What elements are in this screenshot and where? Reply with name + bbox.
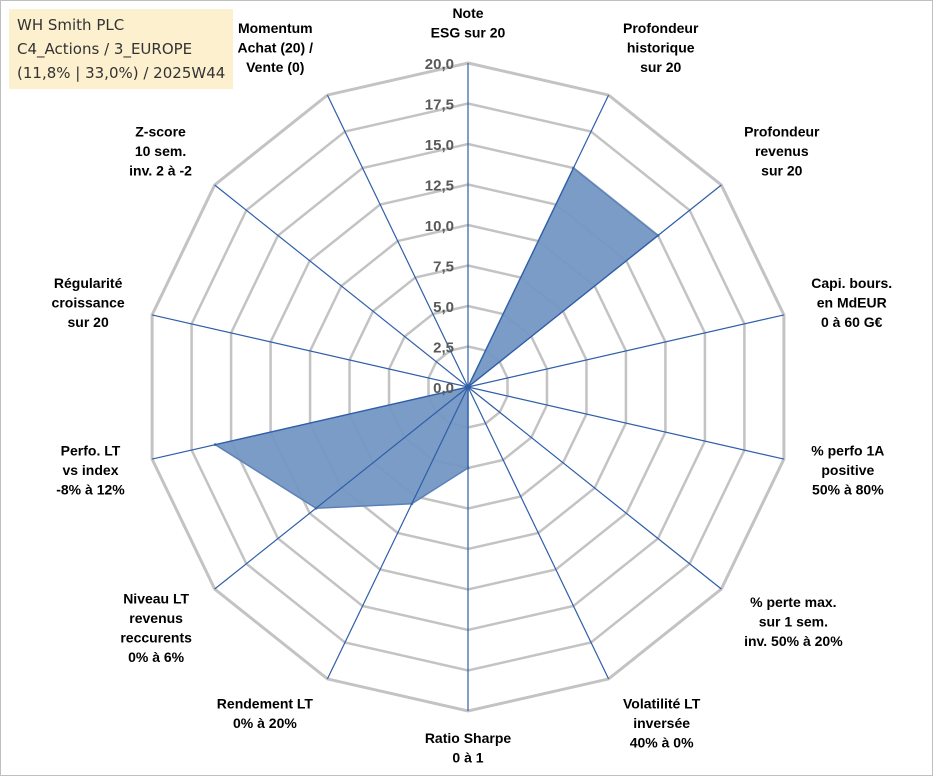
axis-spoke <box>467 386 785 460</box>
axis-spoke <box>467 314 785 388</box>
category-label: vs index <box>62 462 118 478</box>
portfolio-category: C4_Actions / 3_EUROPE <box>17 40 193 58</box>
category-label: Rendement LT <box>217 696 314 712</box>
axis-spoke <box>467 184 722 388</box>
category-label: revenus <box>129 610 183 626</box>
category-label: Niveau LT <box>123 590 189 606</box>
category-label: Profondeur <box>744 124 820 140</box>
axis-spoke <box>467 386 610 680</box>
category-label: 50% à 80% <box>812 482 884 498</box>
category-label: croissance <box>52 294 125 310</box>
axis-tick-label: 5,0 <box>433 299 454 316</box>
axis-spoke <box>467 94 610 388</box>
axis-tick-label: 0,0 <box>433 380 454 397</box>
category-label: Note <box>452 5 483 21</box>
category-label: en MdEUR <box>817 294 887 310</box>
axis-spoke <box>326 94 469 388</box>
axis-spoke <box>214 184 469 388</box>
category-label: -8% à 12% <box>56 482 125 498</box>
category-label: Ratio Sharpe <box>425 730 512 746</box>
axis-spoke <box>326 386 469 680</box>
axis-tick-label: 10,0 <box>425 218 454 235</box>
score-period: (11,8% | 33,0%) / 2025W44 <box>17 64 226 82</box>
axis-tick-label: 20,0 <box>425 56 454 73</box>
category-label: % perte max. <box>750 594 836 610</box>
category-label: sur 20 <box>640 59 681 75</box>
category-label: Volatilité LT <box>623 696 701 712</box>
axis-tick-label: 2,5 <box>433 340 454 357</box>
category-label: positive <box>821 462 874 478</box>
category-label: 0 à 60 G€ <box>821 314 883 330</box>
category-label: Régularité <box>54 275 123 291</box>
category-label: inv. 50% à 20% <box>744 633 843 649</box>
category-label: 0 à 1 <box>452 750 483 766</box>
axis-spoke <box>151 314 469 388</box>
category-label: Z-score <box>135 124 186 140</box>
category-label: 10 sem. <box>135 143 186 159</box>
category-label: ESG sur 20 <box>431 25 506 41</box>
category-label: Vente (0) <box>246 59 304 75</box>
category-label: revenus <box>755 143 809 159</box>
title-box: WH Smith PLC C4_Actions / 3_EUROPE (11,8… <box>9 9 233 89</box>
category-label: 0% à 20% <box>233 715 297 731</box>
category-label: Perfo. LT <box>61 443 121 459</box>
category-label: 40% à 0% <box>630 735 694 751</box>
category-label: 0% à 6% <box>128 649 185 665</box>
category-label: inversée <box>633 715 690 731</box>
category-label: sur 20 <box>68 314 109 330</box>
category-label: historique <box>627 39 695 55</box>
category-label: Profondeur <box>623 20 699 36</box>
category-label: reccurents <box>120 629 192 645</box>
category-label: inv. 2 à -2 <box>129 163 192 179</box>
axis-tick-label: 15,0 <box>425 137 454 154</box>
category-label: Achat (20) / <box>238 39 314 55</box>
axis-spoke <box>467 386 722 590</box>
axis-spoke <box>214 386 469 590</box>
axis-tick-label: 17,5 <box>425 97 454 114</box>
company-name: WH Smith PLC <box>17 16 125 34</box>
axis-tick-label: 7,5 <box>433 259 454 276</box>
category-label: % perfo 1A <box>811 443 884 459</box>
category-label: sur 20 <box>761 163 802 179</box>
axis-tick-label: 12,5 <box>425 178 454 195</box>
category-label: sur 1 sem. <box>759 613 828 629</box>
category-label: Momentum <box>238 20 313 36</box>
category-label: Capi. bours. <box>811 275 892 291</box>
axis-spoke <box>151 386 469 460</box>
